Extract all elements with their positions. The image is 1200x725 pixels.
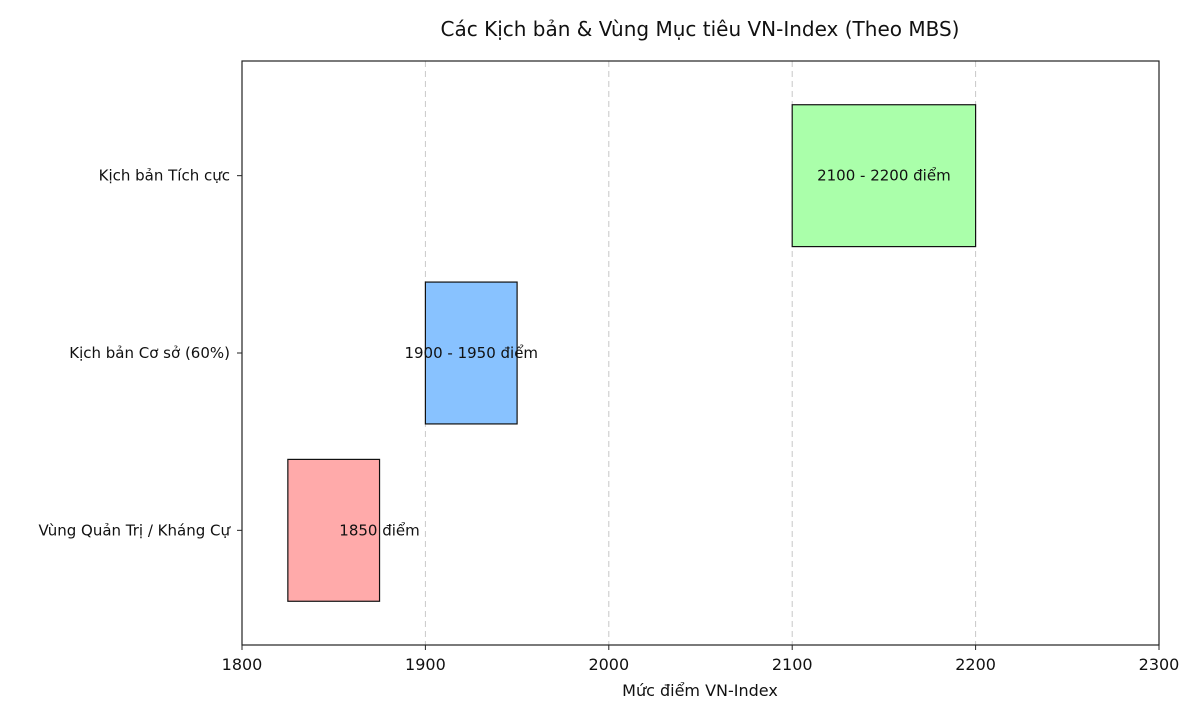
range-bar <box>424 281 518 425</box>
x-axis-title: Mức điểm VN-Index <box>622 681 778 700</box>
tick-layer: 1800 1900 2000 2100 2200 2300 <box>222 645 1180 674</box>
bar-value-label: 2100 - 2200 điểm <box>817 167 951 185</box>
category-label: Kịch bản Tích cực <box>99 167 230 185</box>
category-label: Vùng Quản Trị / Kháng Cự <box>38 521 231 539</box>
x-tick-label: 1900 <box>405 655 446 674</box>
x-tick-label: 1800 <box>222 655 263 674</box>
range-bar <box>287 458 381 602</box>
range-bar <box>791 104 977 248</box>
bar-layer: 1850 điểm 1900 - 1950 điểm 2100 - 2200 điể… <box>287 104 977 602</box>
x-tick-label: 2100 <box>772 655 813 674</box>
chart-title: Các Kịch bản & Vùng Mục tiêu VN-Index (T… <box>441 17 960 41</box>
x-tick-label: 2300 <box>1139 655 1180 674</box>
x-tick-label: 2200 <box>955 655 996 674</box>
x-tick-label: 2000 <box>588 655 629 674</box>
bar-value-label: 1900 - 1950 điểm <box>404 344 538 362</box>
category-label: Kịch bản Cơ sở (60%) <box>69 344 230 362</box>
bar-value-label: 1850 điểm <box>339 521 419 539</box>
category-layer: Vùng Quản Trị / Kháng Cự Kịch bản Cơ sở (… <box>38 167 242 539</box>
